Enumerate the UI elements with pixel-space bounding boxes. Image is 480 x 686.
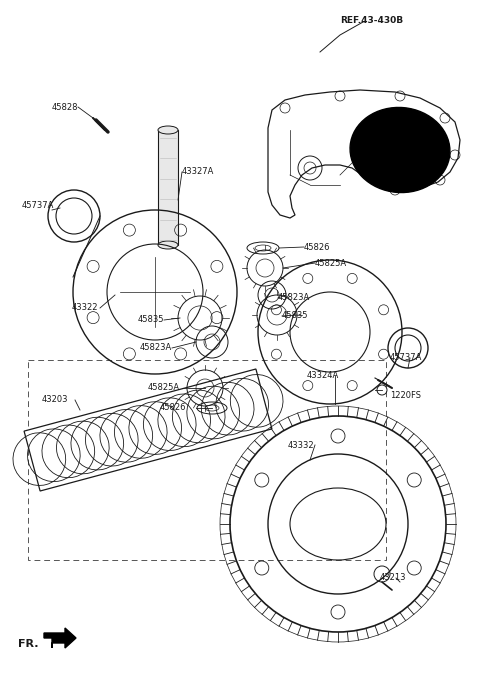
Text: 45823A: 45823A [140,344,172,353]
Text: 43213: 43213 [380,573,407,582]
Text: 45835: 45835 [138,316,165,324]
Ellipse shape [350,108,450,193]
Ellipse shape [158,126,178,134]
Text: 43332: 43332 [288,440,314,449]
Bar [158,130,178,245]
Text: 1220FS: 1220FS [390,392,421,401]
Text: 43324A: 43324A [307,372,339,381]
Bar [24,369,272,491]
Text: 45823A: 45823A [278,294,310,303]
Text: 43203: 43203 [42,396,69,405]
Text: 45825A: 45825A [315,259,347,268]
Text: REF.43-430B: REF.43-430B [340,16,403,25]
Polygon shape [44,628,76,648]
Text: 45737A: 45737A [390,353,422,362]
Text: 45826: 45826 [304,242,331,252]
Text: FR.: FR. [18,639,38,649]
Text: 45737A: 45737A [22,200,54,209]
Text: 43322: 43322 [72,303,98,313]
Text: 45825A: 45825A [148,383,180,392]
Text: 43327A: 43327A [182,167,215,176]
Ellipse shape [158,241,178,249]
Text: 45826: 45826 [160,403,187,412]
Text: 45835: 45835 [282,311,309,320]
Text: 45828: 45828 [52,102,79,112]
Bar [28,360,386,560]
